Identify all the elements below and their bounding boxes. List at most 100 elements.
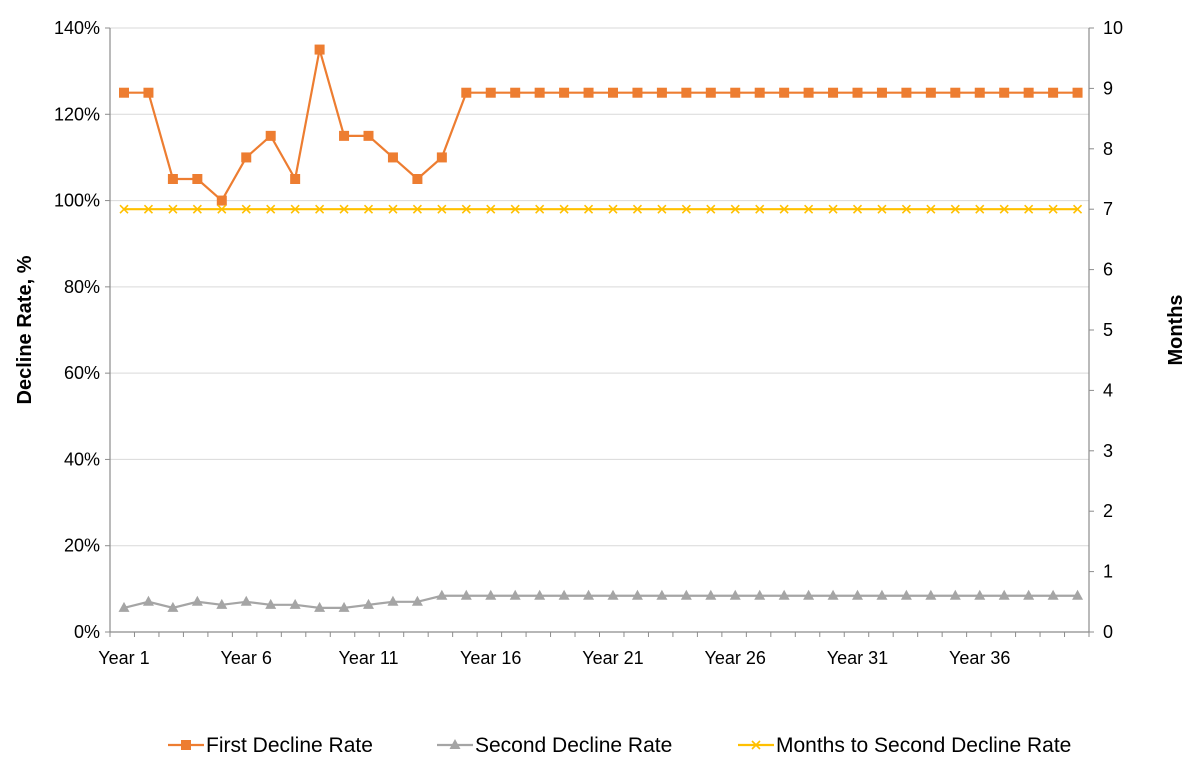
data-point [657, 204, 667, 214]
data-point [558, 589, 570, 600]
data-point [240, 595, 252, 606]
data-point [485, 87, 496, 98]
data-point [950, 204, 960, 214]
data-point [314, 601, 326, 612]
data-point [167, 174, 178, 184]
data-point [1023, 87, 1034, 98]
left-tick-label: 80% [64, 277, 100, 297]
data-point [804, 204, 814, 214]
data-point [338, 601, 350, 612]
data-point [925, 87, 936, 98]
data-point [534, 589, 546, 600]
left-tick-label: 100% [54, 191, 100, 211]
data-point [1048, 204, 1058, 214]
data-point [754, 87, 765, 98]
data-point [192, 174, 203, 184]
data-point [828, 204, 838, 214]
data-point [241, 152, 252, 163]
data-point [779, 87, 790, 98]
data-point [192, 204, 202, 214]
data-point [142, 595, 154, 606]
data-point [412, 204, 422, 214]
data-point [901, 204, 911, 214]
data-point [412, 174, 423, 184]
left-axis-ticks: 0% 20% 40% 60% 80% 100% 120% 140% [54, 18, 110, 642]
data-point [119, 87, 129, 98]
data-point [289, 598, 301, 609]
data-point [1047, 589, 1059, 600]
data-point [949, 589, 961, 600]
data-point [363, 130, 374, 141]
legend-item: Months to Second Decline Rate [738, 734, 1071, 757]
data-point [608, 204, 618, 214]
data-point [290, 174, 301, 184]
y-axis-title: Decline Rate, % [14, 255, 36, 404]
data-point [803, 87, 814, 98]
data-point [436, 152, 447, 163]
data-point [1072, 87, 1083, 98]
data-point [217, 204, 227, 214]
right-tick-label: 2 [1103, 501, 1113, 521]
data-point [975, 204, 985, 214]
data-point [363, 598, 374, 609]
data-point [974, 589, 986, 600]
data-point [241, 204, 251, 214]
right-tick-label: 0 [1103, 622, 1113, 642]
data-point [1024, 204, 1034, 214]
left-tick-label: 60% [64, 363, 100, 383]
data-point [803, 589, 815, 600]
right-tick-label: 1 [1103, 562, 1113, 582]
legend: First Decline Rate Second Decline Rate Mon… [168, 734, 1071, 757]
data-point [583, 589, 595, 600]
data-point [998, 589, 1010, 600]
data-point [852, 204, 863, 214]
data-point [461, 87, 472, 98]
legend-item: Second Decline Rate [437, 734, 672, 757]
x-tick-label: Year 6 [221, 648, 272, 668]
series-first-decline-rate [119, 44, 1083, 206]
data-point [1072, 204, 1083, 214]
data-point [363, 204, 374, 214]
data-point [925, 589, 937, 600]
data-point [387, 152, 398, 163]
data-point [387, 595, 399, 606]
data-point [852, 87, 863, 98]
x-tick-label: Year 36 [949, 648, 1010, 668]
data-point [436, 589, 448, 600]
data-point [656, 589, 668, 600]
x-axis-ticks: Year 1 Year 6 Year 11 Year 16 Year 21 Year 26… [98, 632, 1090, 668]
series-months-to-second-decline-rate [119, 204, 1083, 214]
left-tick-label: 120% [54, 104, 100, 124]
data-point [290, 204, 300, 214]
data-point [680, 589, 692, 600]
data-point [535, 204, 545, 214]
data-point [901, 87, 912, 98]
data-point [119, 204, 129, 214]
data-point [339, 204, 349, 214]
data-point [1023, 589, 1035, 600]
legend-swatch-marker [449, 739, 461, 749]
data-point [631, 589, 643, 600]
data-point [778, 589, 790, 600]
data-point [461, 204, 471, 214]
data-point [900, 589, 912, 600]
right-tick-label: 7 [1103, 199, 1113, 219]
data-point [876, 589, 888, 600]
y2-axis-title: Months [1165, 294, 1187, 365]
data-point [632, 87, 643, 98]
data-point [216, 195, 227, 206]
data-point [510, 87, 521, 98]
x-tick-label: Year 31 [827, 648, 888, 668]
legend-item: First Decline Rate [168, 734, 373, 757]
data-point [168, 204, 178, 214]
data-point [559, 204, 569, 214]
left-tick-label: 20% [64, 536, 100, 556]
x-tick-label: Year 11 [338, 648, 398, 668]
data-point [828, 87, 839, 98]
legend-swatch-marker [751, 740, 761, 750]
data-point [314, 44, 325, 55]
data-point [583, 204, 594, 214]
data-point [437, 204, 447, 214]
legend-label: First Decline Rate [206, 734, 373, 757]
